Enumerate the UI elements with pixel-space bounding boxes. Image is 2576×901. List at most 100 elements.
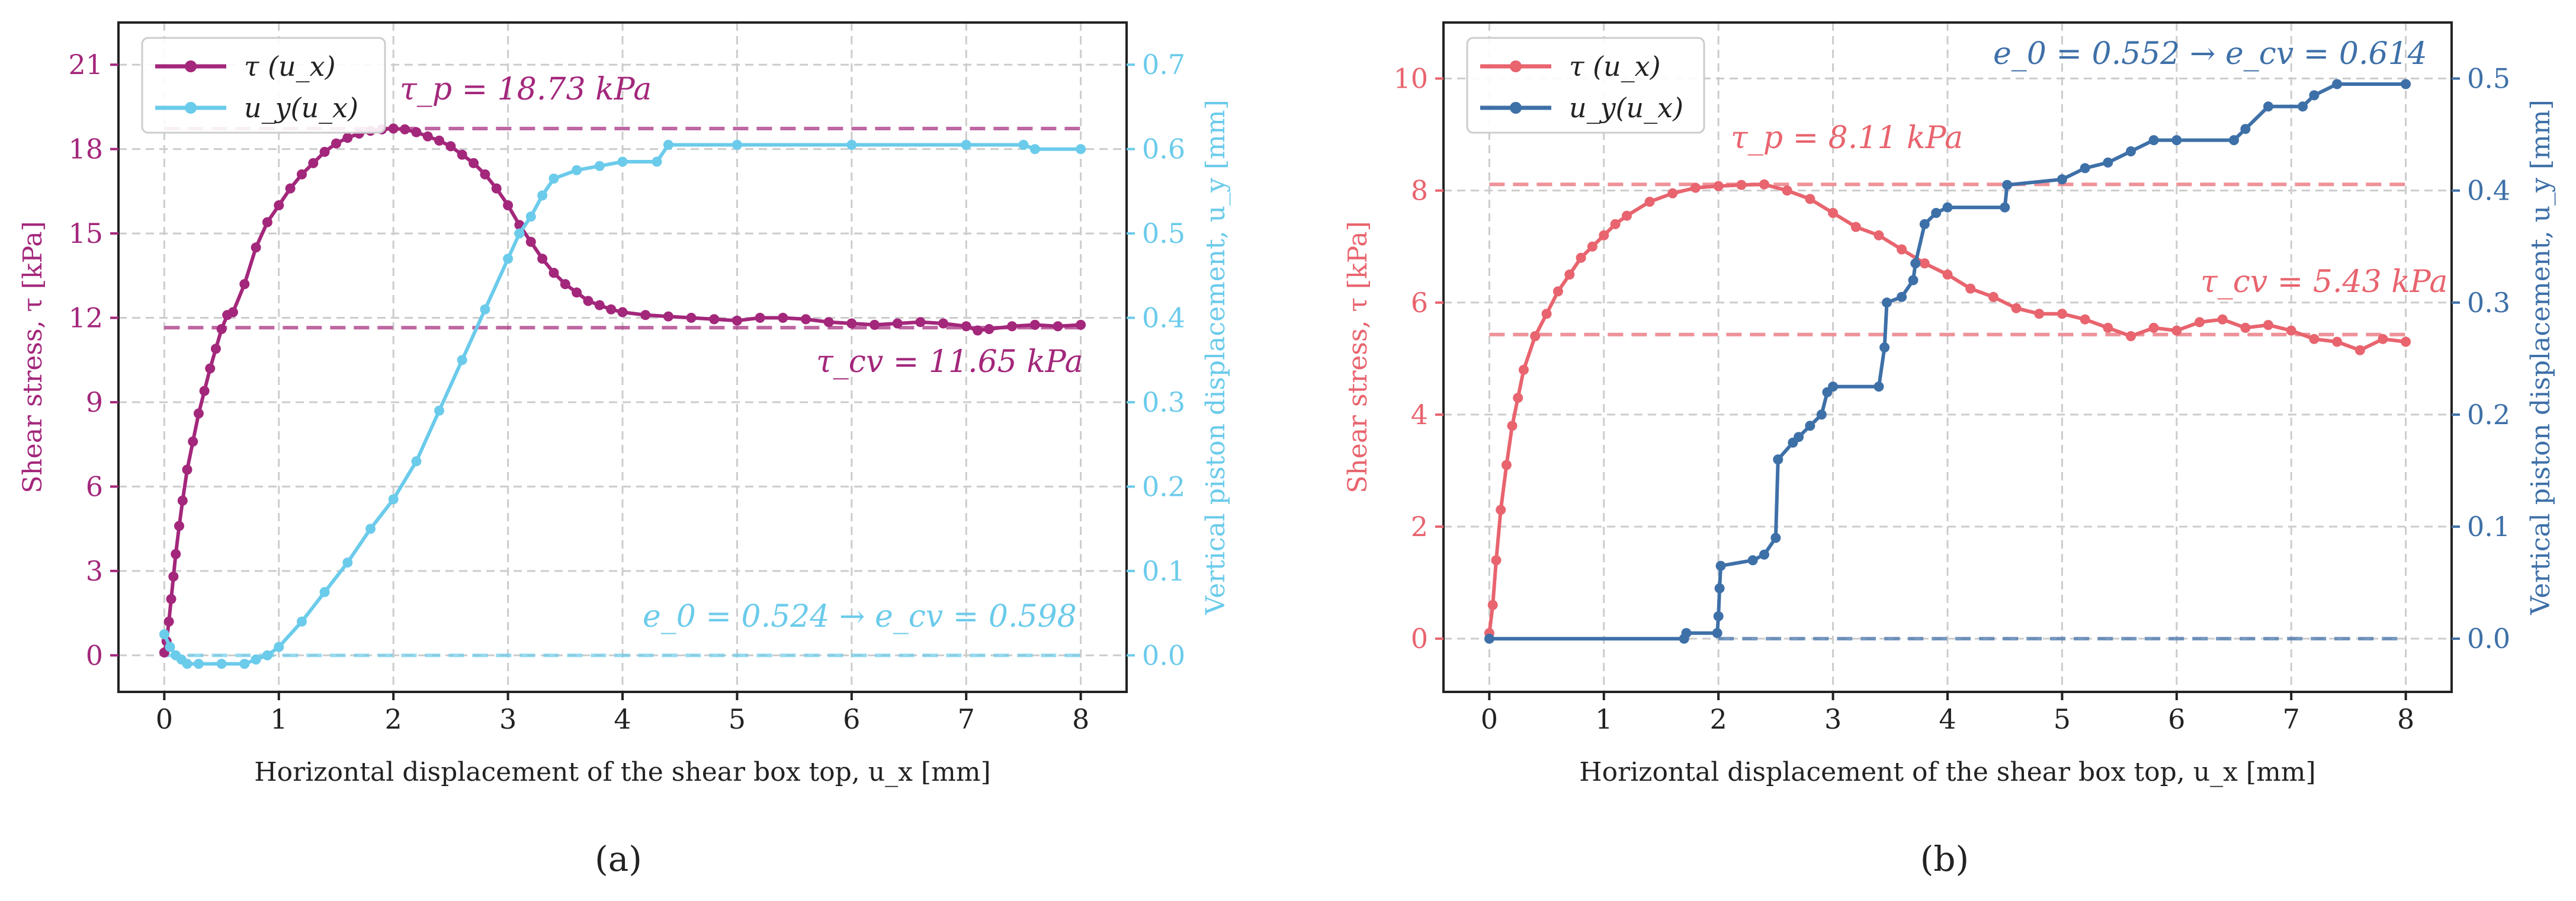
data-point-tau (892, 318, 903, 329)
y-tick-label: 12 (68, 302, 103, 334)
x-tick-label: 8 (2397, 703, 2414, 735)
data-point-tau (491, 183, 502, 194)
data-point-tau (285, 183, 296, 194)
x-tick-label: 2 (385, 703, 402, 735)
data-point-tau (469, 158, 479, 168)
data-point-uy (1712, 628, 1722, 639)
data-point-tau (457, 149, 467, 160)
data-point-tau (445, 141, 456, 152)
data-point-tau (2103, 322, 2113, 333)
data-point-tau (227, 307, 238, 318)
data-point-uy (1816, 409, 1827, 420)
data-point-tau (755, 313, 765, 323)
data-point-tau (823, 317, 834, 328)
y2-tick-label: 0.1 (1142, 555, 1185, 587)
data-point-uy (2171, 135, 2182, 146)
data-point-uy (2103, 157, 2113, 168)
data-point-uy (846, 140, 857, 150)
data-point-tau (1759, 179, 1769, 190)
data-point-uy (2401, 79, 2411, 89)
x-tick-label: 5 (729, 703, 746, 735)
data-point-tau (168, 571, 179, 582)
data-point-uy (274, 642, 284, 652)
y-tick-label: 18 (68, 133, 103, 165)
data-point-uy (1681, 628, 1692, 639)
x-tick-label: 7 (958, 703, 975, 735)
y-tick-label: 0 (1411, 623, 1428, 655)
data-point-uy (1484, 633, 1494, 644)
data-point-tau (274, 200, 284, 211)
data-point-tau (2171, 325, 2182, 336)
x-tick-label: 0 (1481, 703, 1498, 735)
legend-label: τ (u_x) (244, 50, 336, 82)
data-point-tau (709, 314, 720, 325)
y2-tick-label: 0.5 (2467, 63, 2510, 95)
data-point-tau (308, 158, 319, 168)
data-point-tau (411, 127, 422, 137)
y-tick-label: 8 (1411, 175, 1428, 207)
annotation-void-ratio: e_0 = 0.552 → e_cv = 0.614 (1993, 36, 2427, 72)
y2-axis-label: Vertical piston displacement, u_y [mm] (1201, 100, 1231, 615)
data-point-tau (1552, 286, 1563, 297)
data-point-tau (732, 315, 742, 326)
x-tick-label: 1 (1595, 703, 1612, 735)
x-tick-label: 8 (1072, 703, 1089, 735)
data-point-tau (594, 300, 605, 310)
y-axis-label: Shear stress, τ [kPa] (18, 221, 48, 493)
y2-tick-label: 0.5 (1142, 217, 1185, 249)
data-point-tau (199, 386, 210, 396)
y-tick-label: 6 (1411, 287, 1428, 319)
data-point-uy (193, 659, 204, 669)
data-point-tau (973, 325, 983, 336)
data-point-tau (177, 495, 188, 506)
data-point-uy (2298, 101, 2308, 112)
data-point-uy (1713, 611, 1724, 621)
x-tick-label: 0 (156, 703, 173, 735)
legend-label: u_y(u_x) (244, 92, 358, 124)
data-point-tau (560, 279, 570, 290)
y2-tick-label: 0.3 (2467, 287, 2510, 319)
legend-swatch-marker (1510, 60, 1522, 72)
data-point-uy (1018, 140, 1029, 150)
legend: τ (u_x) u_y(u_x) (1466, 37, 1705, 134)
data-point-tau (1487, 599, 1498, 610)
data-point-tau (915, 317, 926, 328)
data-point-uy (617, 156, 628, 167)
data-point-tau (548, 268, 559, 278)
data-point-tau (342, 133, 353, 143)
data-point-tau (1076, 319, 1086, 330)
data-point-tau (297, 169, 307, 179)
data-point-uy (1759, 549, 1769, 560)
data-point-tau (1507, 421, 1518, 431)
data-point-tau (1007, 321, 1018, 332)
data-point-uy (1747, 555, 1758, 566)
data-point-tau (1530, 331, 1541, 341)
data-point-uy (480, 304, 490, 315)
data-point-tau (1622, 210, 1632, 221)
data-point-uy (165, 642, 175, 652)
data-point-uy (537, 190, 548, 201)
x-tick-label: 6 (843, 703, 860, 735)
data-point-tau (2217, 314, 2228, 325)
data-point-tau (1599, 230, 1609, 241)
x-tick-label: 2 (1710, 703, 1727, 735)
y-axis-label: Shear stress, τ [kPa] (1343, 221, 1373, 493)
data-point-tau (583, 296, 594, 306)
data-point-tau (801, 314, 811, 325)
data-point-tau (938, 318, 948, 329)
legend-swatch-marker (1510, 102, 1522, 114)
y2-tick-label: 0.2 (1142, 470, 1185, 502)
data-point-tau (525, 236, 536, 247)
data-point-tau (239, 279, 250, 290)
data-point-tau (1513, 393, 1523, 403)
y2-tick-label: 0.2 (2467, 399, 2510, 431)
data-point-tau (2034, 309, 2045, 319)
data-point-tau (1874, 230, 1884, 241)
data-point-uy (457, 355, 467, 365)
data-point-uy (2240, 124, 2251, 134)
y2-tick-label: 0.3 (1142, 386, 1185, 418)
y-tick-label: 6 (86, 470, 103, 502)
x-tick-label: 6 (2168, 703, 2185, 735)
data-point-tau (434, 135, 444, 146)
data-point-tau (1713, 181, 1724, 191)
